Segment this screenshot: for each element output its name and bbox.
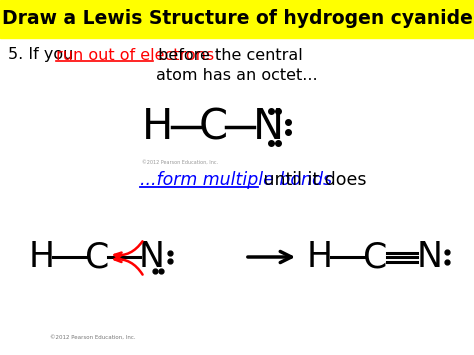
Text: ...form multiple bonds: ...form multiple bonds bbox=[140, 171, 332, 189]
Text: H: H bbox=[29, 240, 55, 274]
Text: ©2012 Pearson Education, Inc.: ©2012 Pearson Education, Inc. bbox=[50, 334, 136, 339]
Text: H: H bbox=[142, 106, 173, 148]
Text: H: H bbox=[307, 240, 333, 274]
Text: atom has an octet...: atom has an octet... bbox=[156, 67, 318, 82]
Text: run out of electrons: run out of electrons bbox=[56, 48, 214, 62]
Text: N: N bbox=[139, 240, 165, 274]
Text: until it does: until it does bbox=[258, 171, 367, 189]
Text: ©2012 Pearson Education, Inc.: ©2012 Pearson Education, Inc. bbox=[142, 159, 218, 164]
Text: C: C bbox=[199, 106, 228, 148]
Text: N: N bbox=[417, 240, 443, 274]
Text: C: C bbox=[85, 240, 109, 274]
Text: before the central: before the central bbox=[153, 48, 303, 62]
Text: N: N bbox=[253, 106, 283, 148]
FancyArrowPatch shape bbox=[115, 255, 143, 275]
Bar bbox=[0, 0, 474, 38]
Text: Draw a Lewis Structure of hydrogen cyanide: Draw a Lewis Structure of hydrogen cyani… bbox=[1, 10, 473, 28]
Text: 5. If you: 5. If you bbox=[8, 48, 79, 62]
Text: C: C bbox=[363, 240, 387, 274]
FancyArrowPatch shape bbox=[115, 241, 143, 259]
